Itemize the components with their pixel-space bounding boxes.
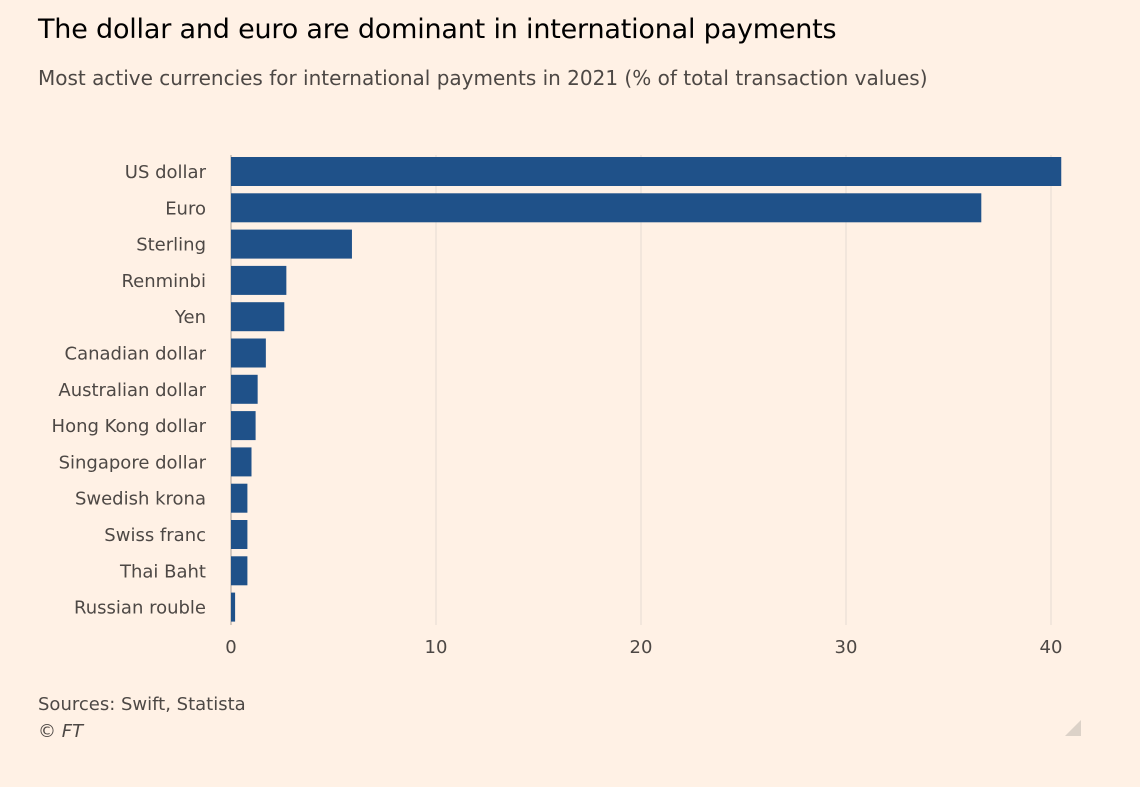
- chart-title: The dollar and euro are dominant in inte…: [38, 14, 837, 45]
- bar: [231, 483, 248, 513]
- bar: [231, 411, 256, 441]
- x-tick-label: 40: [1040, 637, 1063, 658]
- bar: [231, 447, 252, 477]
- category-label: Sterling: [136, 235, 206, 256]
- category-label: Renminbi: [121, 271, 206, 292]
- category-label: Hong Kong dollar: [52, 416, 207, 437]
- bar: [231, 265, 287, 295]
- category-label: Euro: [165, 198, 206, 219]
- bars: [231, 157, 1062, 622]
- x-tick-label: 20: [630, 637, 653, 658]
- grid-lines: [230, 155, 1052, 625]
- category-label: Swedish krona: [75, 489, 206, 510]
- x-tick-label: 10: [425, 637, 448, 658]
- category-label: Australian dollar: [58, 380, 206, 401]
- x-tick-label: 30: [835, 637, 858, 658]
- category-label: US dollar: [125, 162, 207, 183]
- chart-subtitle: Most active currencies for international…: [38, 66, 928, 90]
- category-label: Swiss franc: [104, 525, 206, 546]
- bar: [231, 193, 982, 223]
- bar: [231, 520, 248, 549]
- category-label: Thai Baht: [119, 561, 206, 582]
- bar-chart: US dollar Euro Sterling Renminbi Yen Canadian…: [52, 155, 1062, 658]
- copyright-note: © FT: [38, 721, 84, 742]
- category-labels: US dollar Euro Sterling Renminbi Yen Canadian…: [52, 162, 207, 619]
- category-label: Yen: [174, 307, 206, 328]
- bar: [231, 229, 352, 259]
- x-tick-labels: 0 10 20 30 40: [225, 637, 1062, 658]
- category-label: Canadian dollar: [65, 344, 207, 365]
- bar: [231, 592, 236, 622]
- bar: [231, 302, 285, 332]
- resize-handle-icon[interactable]: [1065, 720, 1081, 736]
- category-label: Singapore dollar: [59, 452, 207, 473]
- bar: [231, 556, 248, 586]
- bar: [231, 374, 258, 404]
- source-note: Sources: Swift, Statista: [38, 694, 246, 715]
- x-tick-label: 0: [225, 637, 236, 658]
- bar: [231, 338, 266, 368]
- bar: [231, 157, 1062, 186]
- category-label: Russian rouble: [74, 598, 206, 619]
